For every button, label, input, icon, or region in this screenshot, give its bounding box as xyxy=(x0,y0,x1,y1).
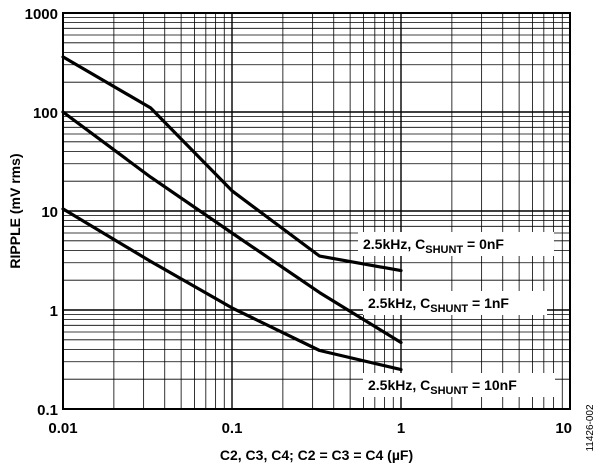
x-axis-label: C2, C3, C4; C2 = C3 = C4 (µF) xyxy=(220,447,413,463)
x-tick-label: 1 xyxy=(397,420,405,437)
y-tick-label: 1000 xyxy=(25,6,58,23)
y-tick-label: 0.1 xyxy=(37,402,58,419)
x-tick-label: 10 xyxy=(555,420,572,437)
series-label-bg-0 xyxy=(358,232,554,256)
series-line-1 xyxy=(61,110,403,345)
x-tick-labels: 0.01 0.1 1 10 xyxy=(48,420,572,437)
y-tick-label: 10 xyxy=(41,204,58,221)
series-line-0 xyxy=(61,55,403,273)
series-label-2: 2.5kHz, CSHUNT = 10nF xyxy=(368,377,517,397)
series-labels: 2.5kHz, CSHUNT = 0nF 2.5kHz, CSHUNT = 1nF… xyxy=(358,232,555,397)
y-tick-label: 1 xyxy=(50,303,58,320)
series-label-bg-2 xyxy=(363,373,555,397)
figure-id: 11426-002 xyxy=(585,404,596,452)
series-label-0: 2.5kHz, CSHUNT = 0nF xyxy=(363,236,504,256)
series-line-2 xyxy=(61,207,403,372)
series-label-1: 2.5kHz, CSHUNT = 1nF xyxy=(368,295,509,315)
series-lines xyxy=(61,55,403,372)
series-label-bg-1 xyxy=(363,291,547,315)
plot-frame xyxy=(62,12,571,410)
y-tick-labels: 0.1 1 10 100 1000 xyxy=(25,6,58,419)
x-tick-label: 0.01 xyxy=(48,420,77,437)
x-tick-label: 0.1 xyxy=(222,420,243,437)
y-tick-label: 100 xyxy=(33,105,58,122)
y-axis-label: RIPPLE (mV rms) xyxy=(7,153,23,268)
